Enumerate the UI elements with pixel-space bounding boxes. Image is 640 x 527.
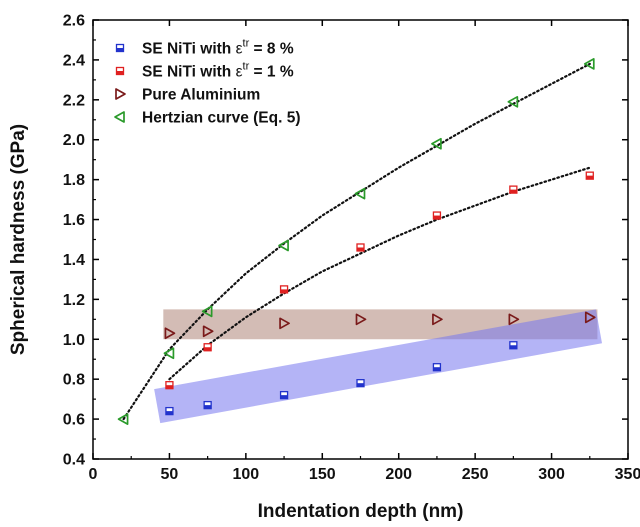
data-point-series-2	[355, 313, 367, 326]
data-point-series-0	[509, 341, 518, 350]
axis-ticks: 0 50 100 150 200 250 300 350 0.4 0.6 0.8 1.0 1.2 1.4 1…	[63, 13, 640, 484]
data-point-series-3	[583, 58, 595, 70]
y-tick-label: 2.4	[63, 52, 85, 69]
x-tick-label: 350	[615, 466, 640, 483]
fit-curve-1	[168, 166, 591, 381]
legend-label-0: SE NiTi with εtr = 8 %	[142, 38, 294, 58]
data-point-series-1	[203, 343, 212, 352]
legend-label-1: SE NiTi with εtr = 1 %	[142, 61, 294, 81]
data-point-series-2	[432, 313, 443, 326]
data-point-series-2	[202, 325, 214, 338]
y-tick-label: 0.8	[63, 372, 85, 389]
legend-marker-0	[115, 43, 125, 53]
y-tick-label: 0.6	[63, 412, 85, 429]
legend-marker-1	[115, 66, 125, 76]
data-point-series-1	[279, 285, 289, 294]
data-point-series-1	[509, 185, 518, 194]
data-point-series-0	[203, 400, 212, 410]
data-point-series-3	[201, 305, 213, 318]
data-point-series-2	[279, 317, 290, 330]
data-point-series-1	[432, 211, 442, 220]
y-tick-label: 1.2	[63, 292, 85, 309]
y-tick-label: 0.4	[63, 452, 85, 469]
bands-layer	[154, 309, 603, 424]
data-point-series-0	[356, 379, 365, 388]
band-1	[154, 309, 603, 424]
x-tick-label: 200	[385, 466, 412, 483]
data-point-series-2	[508, 313, 520, 326]
data-point-series-3	[354, 187, 366, 200]
x-tick-label: 50	[161, 466, 179, 483]
data-point-series-3	[163, 347, 175, 360]
data-point-series-3	[431, 137, 442, 150]
data-point-series-0	[279, 390, 289, 400]
x-tick-label: 300	[538, 466, 565, 483]
data-points-layer	[117, 58, 596, 425]
data-point-series-1	[356, 243, 365, 252]
y-tick-label: 1.4	[63, 252, 85, 269]
y-tick-label: 1.6	[63, 212, 85, 229]
y-tick-label: 1.0	[63, 332, 85, 349]
data-point-series-1	[165, 381, 174, 390]
legend-marker-2	[115, 88, 126, 100]
data-point-series-3	[507, 95, 519, 108]
y-tick-label: 1.8	[63, 172, 85, 189]
data-point-series-2	[584, 311, 596, 324]
data-point-series-1	[585, 171, 594, 180]
legend: SE NiTi with εtr = 8 % SE NiTi with εtr =…	[114, 38, 301, 127]
data-point-series-0	[165, 406, 174, 416]
x-tick-label: 100	[233, 466, 260, 483]
data-point-series-0	[432, 363, 442, 372]
x-axis-title: Indentation depth (nm)	[258, 501, 464, 522]
legend-marker-3	[114, 111, 125, 123]
legend-label-2: Pure Aluminium	[142, 87, 260, 104]
x-tick-label: 250	[462, 466, 489, 483]
data-point-series-3	[117, 413, 129, 425]
y-axis-title: Spherical hardness (GPa)	[8, 124, 29, 355]
data-point-series-3	[278, 239, 289, 252]
y-tick-label: 2.2	[63, 92, 85, 109]
y-tick-label: 2.0	[63, 132, 85, 149]
y-tick-label: 2.6	[63, 13, 85, 30]
data-point-series-2	[164, 327, 176, 340]
x-tick-label: 150	[309, 466, 336, 483]
legend-label-3: Hertzian curve (Eq. 5)	[142, 110, 301, 127]
x-tick-label: 0	[89, 466, 98, 483]
